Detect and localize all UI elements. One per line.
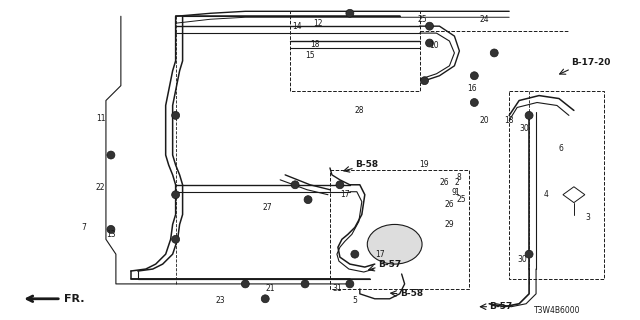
Text: 18: 18	[504, 116, 514, 125]
Bar	[509, 91, 604, 279]
Text: 28: 28	[355, 106, 364, 115]
Circle shape	[525, 250, 533, 258]
Text: B-58: B-58	[399, 289, 423, 298]
Text: 17: 17	[340, 190, 349, 199]
Circle shape	[172, 111, 180, 119]
Text: B-57: B-57	[489, 302, 513, 311]
Text: 15: 15	[305, 52, 315, 60]
Circle shape	[346, 280, 354, 288]
Text: 13: 13	[106, 230, 116, 239]
Text: B-17-20: B-17-20	[571, 58, 611, 67]
Text: 7: 7	[81, 223, 86, 232]
Text: 30: 30	[519, 124, 529, 133]
Text: T3W4B6000: T3W4B6000	[534, 306, 580, 315]
Text: 21: 21	[265, 284, 275, 293]
Text: 20: 20	[479, 116, 489, 125]
Circle shape	[470, 99, 478, 107]
Circle shape	[470, 72, 478, 80]
Circle shape	[336, 181, 344, 189]
Text: 25: 25	[456, 195, 466, 204]
Text: 8: 8	[456, 173, 461, 182]
Text: 25: 25	[417, 15, 427, 24]
Text: 29: 29	[444, 220, 454, 229]
Text: 1: 1	[454, 188, 459, 197]
Text: FR.: FR.	[64, 294, 84, 304]
Circle shape	[172, 191, 180, 199]
Circle shape	[525, 111, 533, 119]
Text: 26: 26	[444, 200, 454, 209]
Circle shape	[426, 39, 433, 47]
Circle shape	[351, 250, 359, 258]
Circle shape	[261, 295, 269, 303]
Text: 4: 4	[544, 190, 549, 199]
Circle shape	[490, 49, 498, 57]
Text: 5: 5	[353, 296, 358, 305]
Circle shape	[241, 280, 250, 288]
Text: 16: 16	[467, 84, 477, 93]
Polygon shape	[563, 187, 585, 203]
Circle shape	[426, 22, 433, 30]
Bar	[330, 170, 469, 289]
Text: B-57: B-57	[378, 260, 401, 268]
Text: 6: 6	[559, 144, 564, 153]
Text: 24: 24	[479, 15, 489, 24]
Text: B-58: B-58	[355, 160, 378, 170]
Text: 18: 18	[310, 39, 319, 49]
Circle shape	[172, 235, 180, 243]
Text: 30: 30	[517, 255, 527, 264]
Text: 14: 14	[292, 22, 301, 31]
Text: 26: 26	[440, 178, 449, 187]
Text: 11: 11	[96, 114, 106, 123]
Text: 3: 3	[586, 213, 591, 222]
Text: 27: 27	[262, 203, 272, 212]
Text: 9: 9	[451, 188, 456, 197]
Circle shape	[346, 9, 354, 17]
Text: 2: 2	[454, 178, 459, 187]
Bar	[290, 11, 420, 91]
Text: 10: 10	[429, 42, 439, 51]
Circle shape	[107, 151, 115, 159]
Text: 12: 12	[313, 19, 323, 28]
Circle shape	[304, 196, 312, 204]
Circle shape	[420, 77, 429, 85]
Text: 17: 17	[375, 250, 385, 259]
Circle shape	[301, 280, 309, 288]
Circle shape	[291, 181, 299, 189]
Text: 19: 19	[420, 160, 429, 170]
Text: 23: 23	[216, 296, 225, 305]
Circle shape	[107, 225, 115, 233]
Ellipse shape	[367, 224, 422, 264]
Text: 22: 22	[96, 183, 106, 192]
Text: 31: 31	[332, 284, 342, 293]
